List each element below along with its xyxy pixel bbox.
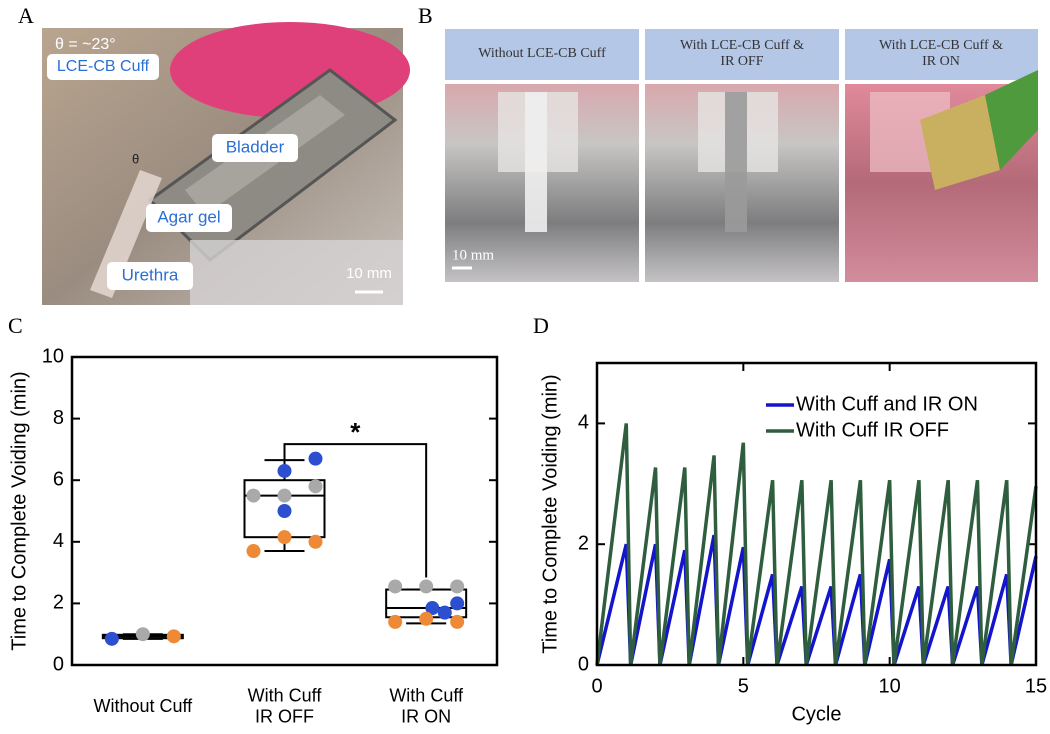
data-point — [308, 534, 323, 549]
data-point — [277, 530, 292, 545]
y-tick-label: 6 — [53, 468, 64, 490]
panel-label: B — [418, 3, 433, 28]
label-box — [107, 262, 193, 290]
data-point — [437, 605, 452, 620]
panel-header: Without LCE-CB Cuff — [478, 46, 606, 61]
significance-bracket — [283, 443, 428, 578]
data-point — [277, 504, 292, 518]
data-point — [419, 579, 434, 594]
plot-frame — [595, 361, 1038, 667]
data-point — [450, 579, 465, 594]
x-tick-label: 15 — [1025, 675, 1047, 697]
y-tick-label: 0 — [53, 653, 64, 675]
x-tick-label: With Cuff IR ON — [389, 685, 464, 726]
legend-label: With Cuff and IR ON — [796, 393, 978, 415]
line-series — [595, 423, 1038, 666]
panel-label: D — [533, 313, 549, 338]
y-axis-label: Time to Complete Voiding (min) — [8, 371, 30, 650]
y-tick-label: 4 — [578, 412, 589, 434]
photo-b — [445, 29, 1038, 282]
data-point — [277, 488, 292, 503]
data-point — [277, 463, 292, 478]
data-point — [425, 601, 440, 616]
y-tick-label: 2 — [578, 532, 589, 554]
data-point — [308, 451, 323, 466]
data-point — [450, 596, 465, 611]
label-box — [146, 204, 232, 232]
photo-label: Agar gel — [157, 207, 220, 226]
data-point — [388, 614, 403, 629]
significance-label: * — [350, 417, 361, 447]
scale-label: 10 mm — [346, 265, 392, 282]
panel-label: C — [8, 313, 23, 338]
x-tick-label: Without Cuff — [93, 696, 193, 716]
line-series — [595, 534, 1038, 666]
angle-symbol: θ — [132, 151, 139, 166]
data-point — [450, 614, 465, 629]
data-point — [308, 479, 323, 494]
data-point — [135, 627, 150, 642]
data-point — [166, 629, 181, 644]
y-tick-label: 8 — [53, 407, 64, 429]
data-point — [104, 631, 119, 646]
data-point — [419, 611, 434, 626]
y-tick-label: 0 — [578, 653, 589, 675]
y-axis-label: Time to Complete Voiding (min) — [539, 374, 561, 653]
legend-label: With Cuff IR OFF — [796, 419, 949, 441]
panel-header: With LCE-CB Cuff & IR ON — [879, 38, 1003, 69]
angle-label: θ = ~23° — [55, 36, 116, 53]
x-tick-label: 10 — [879, 675, 901, 697]
panel-header: With LCE-CB Cuff & IR OFF — [680, 38, 804, 69]
photo-label: Bladder — [226, 137, 285, 156]
x-tick-label: With Cuff IR OFF — [248, 685, 323, 726]
data-point — [388, 579, 403, 594]
x-tick-label: 5 — [738, 675, 749, 697]
x-axis-label: Cycle — [791, 703, 841, 725]
label-box — [212, 134, 298, 162]
label-box — [47, 54, 159, 80]
data-point — [246, 544, 261, 559]
y-tick-label: 4 — [53, 530, 64, 552]
y-tick-label: 2 — [53, 592, 64, 614]
data-point — [246, 488, 261, 503]
photo-label: Urethra — [122, 265, 179, 284]
plot-frame — [70, 355, 499, 667]
panel-label: A — [18, 3, 34, 28]
scale-label: 10 mm — [452, 247, 494, 263]
y-tick-label: 10 — [42, 345, 64, 367]
x-tick-label: 0 — [591, 675, 602, 697]
photo-label: LCE-CB Cuff — [57, 58, 150, 75]
